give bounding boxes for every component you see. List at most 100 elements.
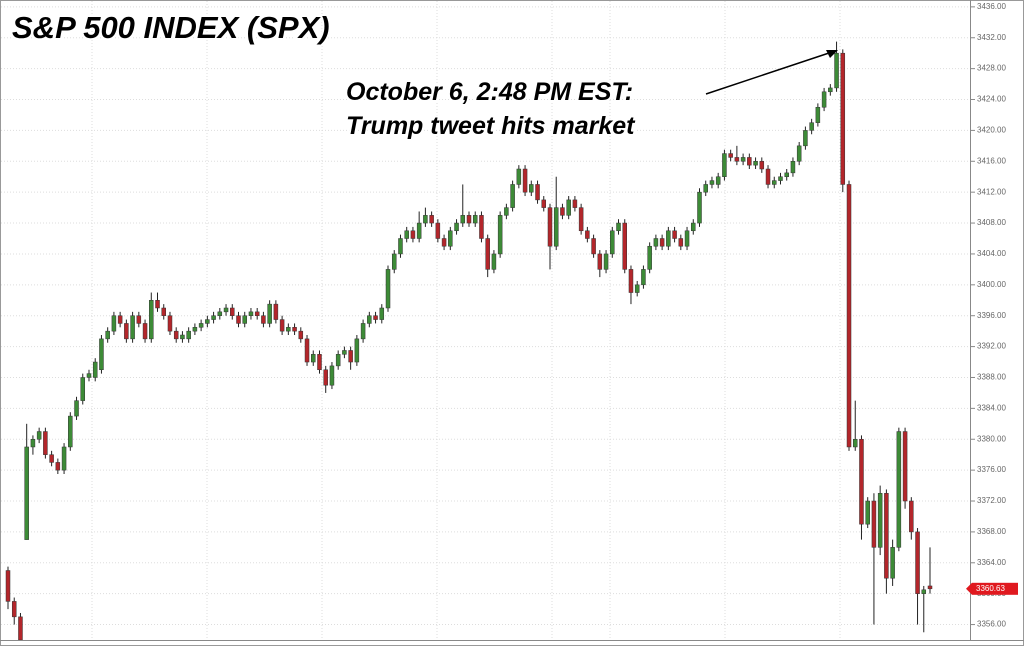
- last-price-box: [972, 582, 1018, 595]
- candle-body: [385, 269, 391, 309]
- candle-body: [261, 315, 266, 324]
- candle-body: [360, 323, 366, 340]
- candle-body: [497, 215, 503, 255]
- candle-body: [236, 315, 241, 324]
- candle-body: [553, 207, 559, 247]
- candle-body: [61, 446, 67, 471]
- candle-body: [36, 431, 42, 440]
- candle-body: [578, 207, 584, 232]
- candle-body: [304, 338, 310, 363]
- candle-body: [684, 230, 690, 247]
- candle-body: [815, 106, 821, 123]
- candle-body: [541, 199, 547, 208]
- candle-body: [485, 238, 490, 270]
- candle-body: [504, 207, 509, 216]
- candle-body: [566, 199, 571, 216]
- candle-body: [809, 122, 814, 131]
- candle-body: [30, 438, 36, 448]
- candle-body: [591, 238, 596, 255]
- candle-body: [921, 589, 927, 594]
- candle-body: [286, 327, 291, 332]
- candle-body: [634, 284, 640, 293]
- y-tick-label: 3384.00: [977, 403, 1006, 412]
- candle-body: [927, 585, 933, 590]
- candle-body: [155, 300, 160, 309]
- y-tick-label: 3416.00: [977, 156, 1006, 165]
- candle-body: [715, 176, 721, 185]
- candle-body: [703, 184, 708, 193]
- candle-body: [666, 230, 671, 247]
- candle-body: [610, 230, 615, 255]
- candle-body: [279, 319, 285, 332]
- candle-body: [342, 350, 347, 355]
- candle-body: [5, 570, 11, 602]
- candle-body: [142, 323, 148, 340]
- candle-body: [74, 400, 79, 417]
- candle-body: [877, 493, 883, 548]
- annotation-arrow: [705, 51, 833, 95]
- candle-body: [510, 184, 515, 208]
- candle-body: [211, 315, 216, 320]
- candle-body: [479, 215, 484, 239]
- candle-body: [416, 222, 422, 239]
- candle-body: [547, 207, 553, 247]
- candle-body: [130, 315, 135, 340]
- candle-body: [230, 307, 235, 316]
- candle-body: [834, 52, 839, 89]
- y-tick-label: 3428.00: [977, 64, 1006, 73]
- y-tick-label: 3424.00: [977, 95, 1006, 104]
- candle-body: [709, 180, 715, 185]
- candle-body: [292, 327, 297, 332]
- candles: [5, 41, 933, 640]
- candle-body: [161, 307, 166, 316]
- candle-body: [323, 369, 328, 386]
- y-tick-label: 3436.00: [977, 2, 1006, 11]
- candle-body: [759, 161, 765, 170]
- candle-body: [173, 330, 179, 340]
- candle-body: [840, 52, 846, 185]
- candle-body: [641, 269, 646, 286]
- candle-body: [691, 222, 696, 232]
- candle-body: [391, 253, 397, 270]
- candle-body: [18, 616, 23, 640]
- candle-body: [753, 161, 758, 166]
- y-tick-label: 3372.00: [977, 496, 1006, 505]
- candle-body: [43, 431, 48, 455]
- candle-body: [603, 253, 609, 270]
- candle-body: [379, 307, 385, 320]
- candle-body: [68, 415, 73, 448]
- candle-body: [722, 153, 727, 177]
- candle-body: [803, 130, 808, 147]
- candle-body: [429, 215, 434, 224]
- candle-body: [560, 207, 565, 216]
- candle-body: [460, 215, 466, 224]
- candle-body: [884, 493, 889, 579]
- y-tick-label: 3368.00: [977, 527, 1006, 536]
- candle-body: [11, 601, 17, 618]
- y-tick-label: 3376.00: [977, 465, 1006, 474]
- y-tick-label: 3400.00: [977, 280, 1006, 289]
- candle-body: [186, 330, 191, 340]
- candle-body: [491, 253, 497, 270]
- candle-body: [765, 168, 771, 185]
- candle-body: [772, 180, 777, 185]
- candle-body: [248, 311, 254, 316]
- candle-body: [902, 431, 908, 502]
- candle-body: [205, 319, 210, 324]
- candle-body: [454, 222, 459, 232]
- candle-body: [441, 238, 447, 247]
- y-tick-label: 3404.00: [977, 249, 1006, 258]
- annotation: October 6, 2:48 PM EST:: [346, 78, 633, 106]
- candle-body: [111, 315, 117, 332]
- candle-body: [373, 315, 378, 320]
- candle-body: [136, 315, 142, 324]
- annotation: Trump tweet hits market: [346, 112, 636, 140]
- candle-body: [896, 431, 902, 548]
- candle-body: [871, 500, 877, 548]
- candle-body: [410, 230, 416, 239]
- candle-body: [647, 245, 652, 270]
- candle-body: [423, 215, 428, 224]
- y-tick-label: 3388.00: [977, 373, 1006, 382]
- candle-body: [728, 153, 733, 158]
